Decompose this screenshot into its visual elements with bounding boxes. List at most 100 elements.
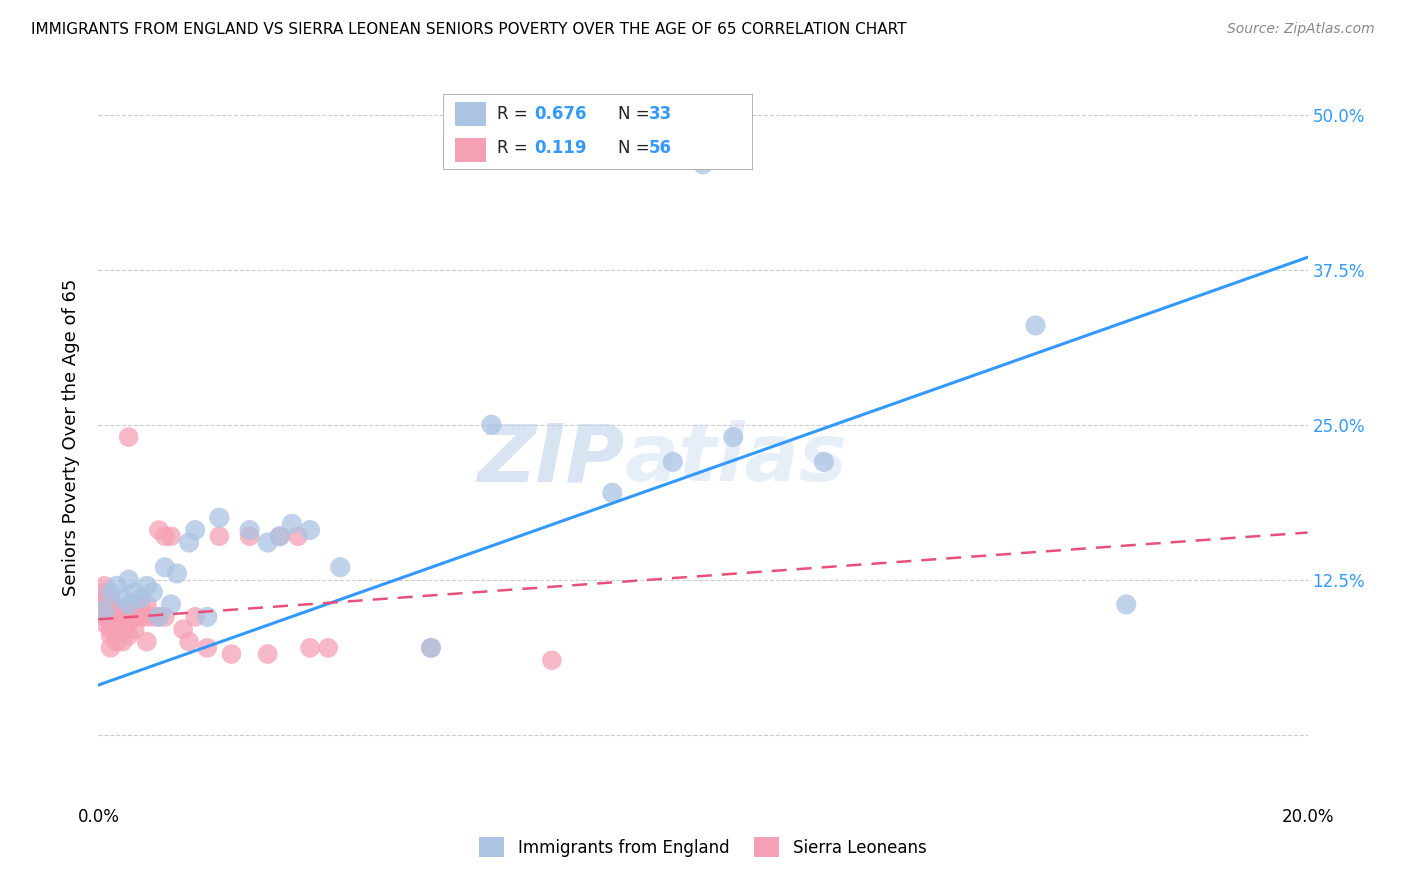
Point	[105, 610, 128, 624]
Point	[256, 647, 278, 661]
Point	[93, 610, 115, 624]
Point	[813, 455, 835, 469]
Point	[692, 157, 714, 171]
Point	[148, 610, 170, 624]
Point	[208, 529, 231, 543]
Point	[329, 560, 352, 574]
Point	[179, 535, 201, 549]
Point	[100, 604, 122, 618]
Point	[299, 640, 322, 655]
Point	[100, 591, 122, 606]
Point	[316, 640, 339, 655]
Point	[1115, 598, 1137, 612]
Point	[184, 523, 207, 537]
Point	[153, 610, 176, 624]
Point	[118, 598, 141, 612]
Point	[184, 610, 207, 624]
Point	[195, 640, 218, 655]
Point	[100, 615, 122, 630]
Point	[105, 622, 128, 636]
Point	[166, 566, 188, 581]
Point	[118, 430, 141, 444]
Text: Source: ZipAtlas.com: Source: ZipAtlas.com	[1227, 22, 1375, 37]
Point	[153, 529, 176, 543]
Point	[93, 579, 115, 593]
Point	[160, 598, 183, 612]
Text: 33: 33	[648, 104, 672, 123]
Point	[118, 610, 141, 624]
Point	[100, 628, 122, 642]
Point	[100, 622, 122, 636]
Point	[111, 622, 134, 636]
Point	[142, 610, 165, 624]
Point	[124, 585, 146, 599]
Point	[111, 604, 134, 618]
Point	[105, 634, 128, 648]
Point	[1024, 318, 1046, 333]
Text: R =: R =	[498, 104, 533, 123]
Point	[239, 529, 262, 543]
Point	[269, 529, 291, 543]
Point	[420, 640, 443, 655]
Point	[93, 598, 115, 612]
FancyBboxPatch shape	[456, 102, 486, 127]
Text: R =: R =	[498, 139, 538, 157]
Point	[111, 634, 134, 648]
Text: atlas: atlas	[624, 420, 848, 498]
Text: 56: 56	[648, 139, 672, 157]
Point	[124, 610, 146, 624]
Point	[135, 579, 157, 593]
Text: 0.676: 0.676	[534, 104, 586, 123]
Point	[420, 640, 443, 655]
Point	[93, 585, 115, 599]
Point	[287, 529, 309, 543]
Point	[142, 585, 165, 599]
Point	[93, 615, 115, 630]
Point	[153, 560, 176, 574]
Point	[148, 523, 170, 537]
Text: N =: N =	[617, 139, 655, 157]
FancyBboxPatch shape	[456, 137, 486, 161]
Point	[129, 598, 152, 612]
Point	[105, 579, 128, 593]
Point	[93, 604, 115, 618]
Point	[172, 622, 194, 636]
Point	[256, 535, 278, 549]
Point	[118, 628, 141, 642]
Point	[221, 647, 243, 661]
Point	[129, 610, 152, 624]
Legend: Immigrants from England, Sierra Leoneans: Immigrants from England, Sierra Leoneans	[472, 830, 934, 864]
Point	[299, 523, 322, 537]
Point	[723, 430, 745, 444]
Point	[281, 516, 304, 531]
Point	[124, 598, 146, 612]
Text: N =: N =	[617, 104, 655, 123]
Point	[105, 604, 128, 618]
Point	[540, 653, 562, 667]
Point	[135, 610, 157, 624]
Point	[100, 610, 122, 624]
Point	[100, 640, 122, 655]
Point	[100, 585, 122, 599]
Point	[129, 591, 152, 606]
Point	[118, 615, 141, 630]
Point	[105, 615, 128, 630]
Point	[93, 604, 115, 618]
Point	[111, 591, 134, 606]
Point	[239, 523, 262, 537]
Point	[179, 634, 201, 648]
Point	[111, 610, 134, 624]
Text: 0.119: 0.119	[534, 139, 586, 157]
Y-axis label: Seniors Poverty Over the Age of 65: Seniors Poverty Over the Age of 65	[62, 278, 80, 596]
Point	[195, 610, 218, 624]
Text: IMMIGRANTS FROM ENGLAND VS SIERRA LEONEAN SENIORS POVERTY OVER THE AGE OF 65 COR: IMMIGRANTS FROM ENGLAND VS SIERRA LEONEA…	[31, 22, 907, 37]
Point	[135, 598, 157, 612]
Point	[148, 610, 170, 624]
Point	[602, 486, 624, 500]
Point	[208, 510, 231, 524]
Point	[118, 573, 141, 587]
Point	[93, 591, 115, 606]
Point	[160, 529, 183, 543]
Point	[269, 529, 291, 543]
Point	[481, 417, 503, 432]
